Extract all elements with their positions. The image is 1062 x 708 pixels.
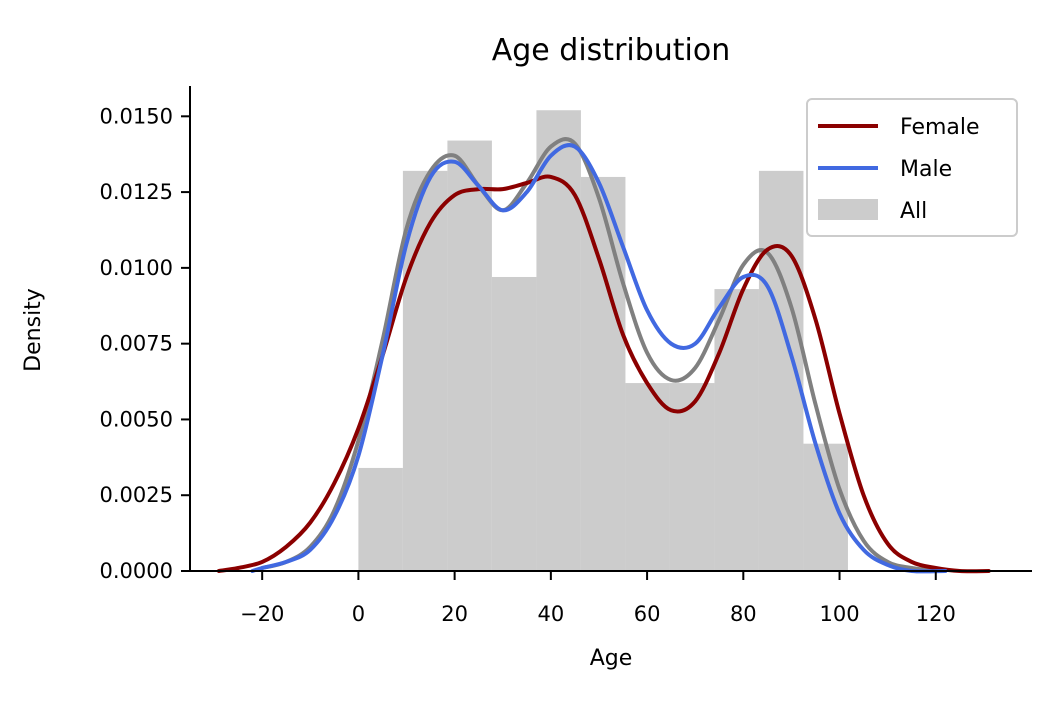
- legend-label: Female: [900, 115, 980, 140]
- y-axis-ticks: 0.0000 0.0025 0.0050 0.0075 0.0100 0.0125 0.01…: [100, 104, 190, 583]
- legend-entries: Female Male All: [818, 115, 980, 224]
- kde-line-male: [250, 143, 948, 574]
- x-tick-label: 120: [916, 602, 956, 626]
- x-tick-label: 40: [537, 602, 564, 626]
- histogram-bar: [536, 110, 581, 571]
- histogram-bar: [580, 176, 626, 571]
- histogram-bar: [714, 289, 759, 571]
- histogram-bar: [402, 170, 448, 571]
- histogram-bar: [625, 383, 670, 571]
- x-tick-label: 100: [819, 602, 859, 626]
- x-tick-label: −20: [240, 602, 284, 626]
- legend-label: Male: [900, 157, 952, 182]
- histogram-bars: [358, 110, 848, 571]
- histogram-bar: [358, 467, 403, 571]
- legend-label: All: [900, 199, 927, 224]
- x-axis-label: Age: [590, 646, 633, 671]
- histogram-bar: [669, 383, 715, 571]
- y-axis-label: Density: [21, 288, 46, 372]
- x-tick-label: 80: [730, 602, 757, 626]
- y-tick-label: 0.0150: [100, 104, 173, 128]
- kde-lines: [216, 137, 991, 574]
- legend: Female Male All: [806, 98, 1018, 237]
- y-tick-label: 0.0000: [100, 559, 173, 583]
- y-tick-label: 0.0075: [100, 332, 173, 356]
- y-tick-label: 0.0050: [100, 407, 173, 431]
- y-tick-label: 0.0025: [100, 483, 173, 507]
- histogram-bar: [803, 443, 848, 571]
- x-tick-label: 60: [634, 602, 661, 626]
- kde-line-female: [216, 174, 991, 574]
- chart-title: Age distribution: [492, 33, 731, 68]
- legend-swatch-patch: [818, 199, 878, 220]
- x-tick-label: 20: [441, 602, 468, 626]
- histogram-bar: [491, 276, 537, 571]
- x-tick-label: 0: [352, 602, 365, 626]
- x-axis-ticks: −20 0 20 40 60 80 100 120: [240, 571, 956, 626]
- y-tick-label: 0.0100: [100, 256, 173, 280]
- histogram-bar: [447, 140, 492, 571]
- y-tick-label: 0.0125: [100, 180, 173, 204]
